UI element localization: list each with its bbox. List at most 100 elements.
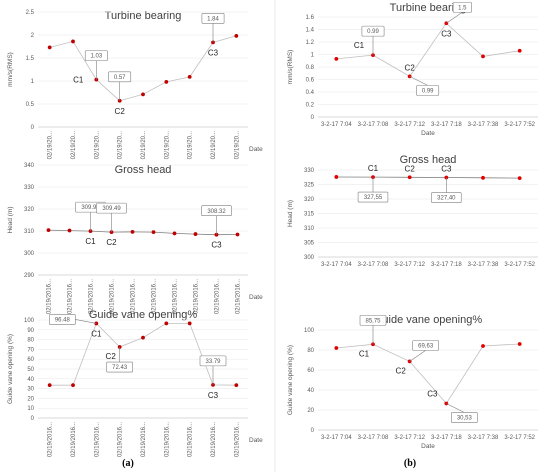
callout: 1.84 xyxy=(201,13,225,43)
x-tick-label: 3-2-17 7:18 xyxy=(431,122,462,128)
callout: 327,55 xyxy=(357,177,389,203)
x-tick-label: 3-2-17 7:38 xyxy=(468,435,499,441)
chart-title: Turbine bearing xyxy=(105,10,182,22)
y-axis-title: Guide vane opening (%) xyxy=(287,345,294,415)
y-tick-label: 320 xyxy=(304,197,315,203)
y-tick-label: 80 xyxy=(307,348,314,354)
callout-box xyxy=(201,13,225,24)
x-tick-label: 02/19/20... xyxy=(71,131,77,160)
chart-title: Gross head xyxy=(115,164,172,176)
x-axis-title: Date xyxy=(249,294,263,301)
y-tick-label: 0 xyxy=(311,115,315,121)
data-label: 327,55 xyxy=(364,195,383,201)
x-tick-label: 02/19/2016... xyxy=(47,279,53,314)
x-tick-label: 02/19/20... xyxy=(211,131,217,160)
x-tick-label: 3-2-17 7:52 xyxy=(504,262,535,268)
data-label: 1.84 xyxy=(207,16,219,22)
x-tick-label: 02/19/2016... xyxy=(89,279,95,314)
callout-box xyxy=(199,355,227,367)
x-tick-label: 02/19/2016... xyxy=(211,422,217,457)
y-axis-title: Guide vane opening (%) xyxy=(7,334,14,404)
data-point xyxy=(151,230,156,235)
y-tick-label: 20 xyxy=(27,396,34,402)
y-tick-label: 330 xyxy=(24,185,35,191)
x-tick-label: 02/19/20... xyxy=(188,131,194,160)
series-line xyxy=(48,229,238,236)
chart-title: Guide vane opening% xyxy=(374,314,482,326)
x-tick-label: 02/19/2016... xyxy=(152,279,158,314)
data-label: 0.57 xyxy=(114,75,126,81)
point-label: C3 xyxy=(441,165,452,174)
callout-box xyxy=(201,205,232,216)
data-point xyxy=(164,80,169,84)
callout: 0.99 xyxy=(361,25,385,56)
y-tick-label: 90 xyxy=(27,328,34,334)
point-label: C1 xyxy=(73,76,84,85)
y-tick-label: 1.2 xyxy=(306,40,315,46)
x-tick-label: 3-2-17 7:08 xyxy=(358,262,389,268)
x-tick-label: 02/19/2016... xyxy=(71,422,77,457)
x-tick-label: 3-2-17 7:12 xyxy=(394,262,425,268)
x-tick-label: 02/19/2016... xyxy=(94,422,100,457)
data-point xyxy=(109,230,114,235)
y-tick-label: 300 xyxy=(304,255,315,261)
data-point xyxy=(517,342,522,346)
data-point xyxy=(187,74,192,79)
series-line xyxy=(336,22,520,77)
callout-box xyxy=(49,314,76,325)
x-tick-label: 02/19/2016... xyxy=(234,422,240,457)
x-tick-label: 3-2-17 7:18 xyxy=(431,262,462,268)
data-label: 30,53 xyxy=(457,416,473,422)
x-tick-label: 02/19/2016... xyxy=(48,422,54,457)
callout: 1.5 xyxy=(446,1,472,24)
y-tick-label: 310 xyxy=(24,229,35,235)
x-tick-label: 3-2-17 7:38 xyxy=(468,262,499,268)
x-tick-label: 02/19/2016... xyxy=(141,422,147,457)
x-tick-label: 02/19/2016... xyxy=(236,279,242,314)
point-label: C1 xyxy=(354,41,365,50)
x-tick-label: 3-2-17 7:12 xyxy=(394,122,425,128)
data-point xyxy=(47,383,52,388)
callout-box xyxy=(96,202,127,214)
data-label: 69,63 xyxy=(418,343,434,349)
callout: 96.48 xyxy=(49,314,97,325)
point-label: C2 xyxy=(405,63,416,72)
data-point xyxy=(187,321,192,326)
callout: 85,75 xyxy=(359,314,387,345)
data-label: 308.32 xyxy=(207,209,226,215)
callout: 327,40 xyxy=(431,177,462,203)
callout-box xyxy=(431,192,462,203)
x-tick-label: 02/19/20... xyxy=(164,131,170,160)
point-label: C2 xyxy=(405,164,416,173)
x-tick-label: 3-2-17 7:12 xyxy=(394,435,425,441)
series-line xyxy=(336,343,520,405)
point-label: C3 xyxy=(427,389,438,398)
chart-b-turbine: Turbine bearing 0 0.2 0.4 0.6 0.8 1 1.2 1.4 1.6 3-… xyxy=(287,1,538,137)
x-tick-label: 02/19/2016... xyxy=(194,279,200,314)
data-label: 1.5 xyxy=(458,5,467,11)
callout-box xyxy=(108,71,132,83)
y-tick-label: 305 xyxy=(304,241,315,247)
y-tick-label: 290 xyxy=(24,273,35,279)
callout: 1.03 xyxy=(84,50,108,80)
y-tick-label: 40 xyxy=(27,377,34,383)
y-tick-label: 315 xyxy=(304,212,315,218)
y-tick-label: 325 xyxy=(304,183,315,189)
x-tick-label: 02/19/20... xyxy=(234,131,240,160)
x-tick-label: 02/19/20... xyxy=(141,131,147,160)
x-tick-label: 02/19/20... xyxy=(118,131,124,160)
callout: 308.32 xyxy=(201,205,232,235)
x-tick-label: 02/19/2016... xyxy=(173,279,179,314)
x-tick-label: 02/19/2016... xyxy=(131,279,137,314)
y-tick-label: 1.6 xyxy=(306,15,315,21)
chart-a-vane: Guide vane opening% 0 10 20 30 40 50 60 70 80 90 10… xyxy=(7,309,263,457)
callout: 0.99 xyxy=(409,76,440,96)
x-axis-title: Date xyxy=(421,130,435,137)
x-tick-label: 3-2-17 7:04 xyxy=(321,435,352,441)
callout-leader xyxy=(75,319,97,324)
data-point xyxy=(164,321,169,326)
callout-box xyxy=(452,1,472,13)
point-label: C1 xyxy=(85,237,96,246)
x-axis-title: Date xyxy=(421,443,435,450)
